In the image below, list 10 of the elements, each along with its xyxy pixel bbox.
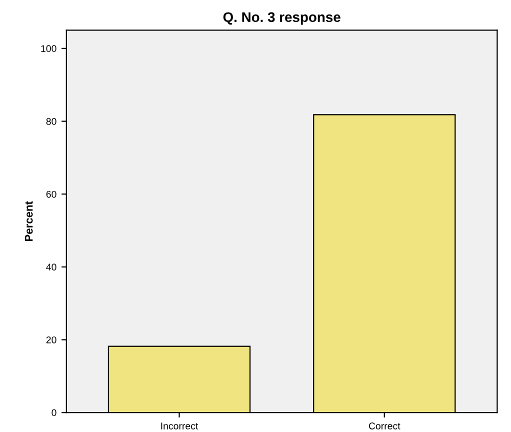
y-tick-label: 100 — [41, 45, 56, 52]
y-tick-label: 40 — [46, 264, 56, 271]
x-tick-label: Correct — [368, 422, 400, 430]
y-tick-label: 20 — [46, 336, 56, 344]
y-axis-title: Percent — [24, 201, 33, 242]
x-tick-label: Incorrect — [161, 422, 198, 430]
chart-title: Q. No. 3 response — [223, 12, 340, 25]
y-tick-label: 0 — [52, 409, 56, 416]
y-tick-label: 80 — [46, 118, 56, 125]
y-tick-label: 60 — [46, 190, 56, 198]
